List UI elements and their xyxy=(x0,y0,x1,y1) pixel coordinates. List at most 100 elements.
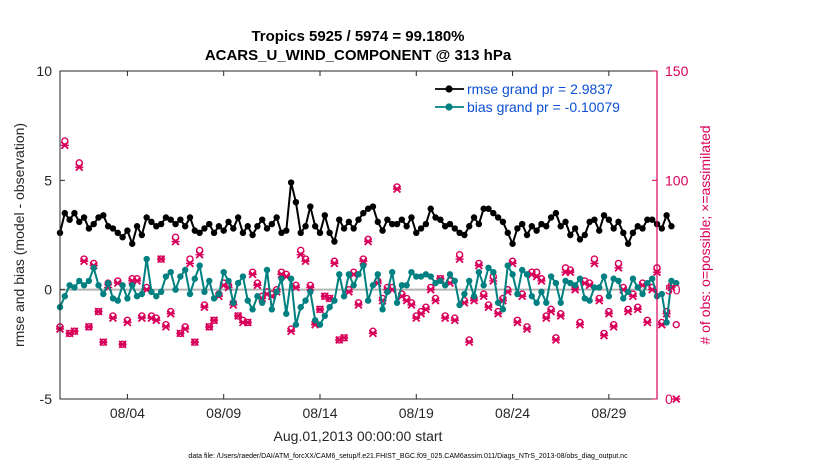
assimilated-obs-point xyxy=(185,259,195,268)
legend-rmse-label: rmse grand pr = 2.9837 xyxy=(467,81,613,97)
bias-point xyxy=(413,273,420,280)
bias-point xyxy=(321,312,328,320)
rmse-point xyxy=(331,238,338,245)
rmse-point xyxy=(148,218,155,226)
bias-point xyxy=(220,268,227,276)
possible-obs-point xyxy=(614,259,623,268)
rmse-point xyxy=(350,225,357,232)
possible-obs-point xyxy=(455,250,464,259)
rmse-point xyxy=(543,223,550,230)
rmse-point xyxy=(441,223,449,230)
rmse-point xyxy=(567,231,574,239)
assimilated-obs-point xyxy=(590,259,599,268)
assimilated-obs-point xyxy=(253,281,262,290)
bias-point xyxy=(504,262,511,269)
rmse-point xyxy=(186,214,194,221)
assimilated-obs-point xyxy=(556,311,565,320)
assimilated-obs-point xyxy=(474,261,483,270)
bias-point xyxy=(172,286,179,293)
assimilated-obs-point xyxy=(431,296,440,305)
bias-point xyxy=(181,266,189,274)
bias-point xyxy=(287,275,295,282)
assimilated-obs-point xyxy=(132,276,142,285)
rmse-point xyxy=(292,199,300,206)
rmse-point xyxy=(427,205,434,212)
assimilated-obs-point xyxy=(296,250,305,259)
rmse-point xyxy=(80,214,88,221)
possible-obs-point xyxy=(171,233,180,241)
bias-point xyxy=(591,284,598,291)
legend: rmse grand pr = 2.9837 bias grand pr = -… xyxy=(435,81,620,115)
bias-point xyxy=(547,273,555,280)
assimilated-obs-point xyxy=(205,322,214,331)
rmse-point xyxy=(230,225,237,232)
rmse-point xyxy=(181,223,189,230)
rmse-point xyxy=(509,240,516,247)
bias-point xyxy=(408,268,415,276)
bias-point xyxy=(567,279,574,287)
rmse-point xyxy=(206,220,213,228)
assimilated-obs-point xyxy=(672,394,681,404)
assimilated-obs-point xyxy=(234,311,243,320)
assimilated-obs-point xyxy=(542,314,551,323)
assimilated-obs-point xyxy=(522,324,532,334)
possible-obs-point xyxy=(590,255,599,263)
y-tick-label-right: 100 xyxy=(665,172,689,188)
bias-point xyxy=(673,279,680,287)
rmse-point xyxy=(129,240,136,247)
x-axis-label: Aug.01,2013 00:00:00 start xyxy=(274,428,443,444)
y-tick-label-left: 0 xyxy=(44,282,52,298)
rmse-point xyxy=(586,218,593,226)
y-tick-label-right: 50 xyxy=(665,282,681,298)
rmse-point xyxy=(162,214,170,221)
bias-point xyxy=(225,277,232,285)
bias-point xyxy=(292,321,300,328)
assimilated-obs-point xyxy=(421,305,430,314)
rmse-point xyxy=(153,223,160,230)
bias-point xyxy=(644,279,651,287)
bias-point xyxy=(605,293,613,300)
rmse-point xyxy=(658,225,666,232)
bias-point xyxy=(615,277,622,285)
bias-point xyxy=(576,275,584,282)
bias-point xyxy=(475,268,483,276)
rmse-point xyxy=(360,209,367,217)
bias-point xyxy=(533,299,540,306)
rmse-point xyxy=(114,229,121,237)
rmse-point xyxy=(422,220,430,228)
bias-point xyxy=(624,288,632,296)
bias-point xyxy=(259,299,266,306)
bias-point xyxy=(350,282,357,289)
assimilated-obs-point xyxy=(108,314,118,323)
bias-point xyxy=(196,262,203,269)
bias-point xyxy=(104,279,112,287)
x-tick-label: 08/19 xyxy=(399,405,434,421)
rmse-point xyxy=(644,216,651,223)
bias-point xyxy=(499,306,507,313)
bias-point xyxy=(600,273,608,280)
rmse-point xyxy=(90,220,97,228)
rmse-point xyxy=(485,205,492,212)
rmse-point xyxy=(384,216,391,223)
x-tick-label: 08/14 xyxy=(302,405,337,421)
assimilated-obs-point xyxy=(595,296,604,305)
bias-point xyxy=(374,271,381,278)
assimilated-obs-point xyxy=(190,338,199,347)
assimilated-obs-point xyxy=(84,322,93,331)
rmse-point xyxy=(629,229,637,237)
assimilated-obs-point xyxy=(181,324,190,334)
rmse-point xyxy=(100,212,107,219)
rmse-point xyxy=(177,216,184,223)
bias-point xyxy=(514,290,521,298)
rmse-point xyxy=(393,220,401,228)
rmse-point xyxy=(562,218,569,226)
bias-point xyxy=(90,264,97,271)
assimilated-obs-point xyxy=(248,270,257,279)
rmse-point xyxy=(571,225,579,232)
rmse-point xyxy=(278,229,285,237)
bias-point xyxy=(432,279,439,287)
rmse-point xyxy=(124,227,131,234)
assimilated-obs-point xyxy=(339,333,349,342)
assimilated-obs-point xyxy=(171,237,180,246)
bias-point xyxy=(71,284,78,291)
